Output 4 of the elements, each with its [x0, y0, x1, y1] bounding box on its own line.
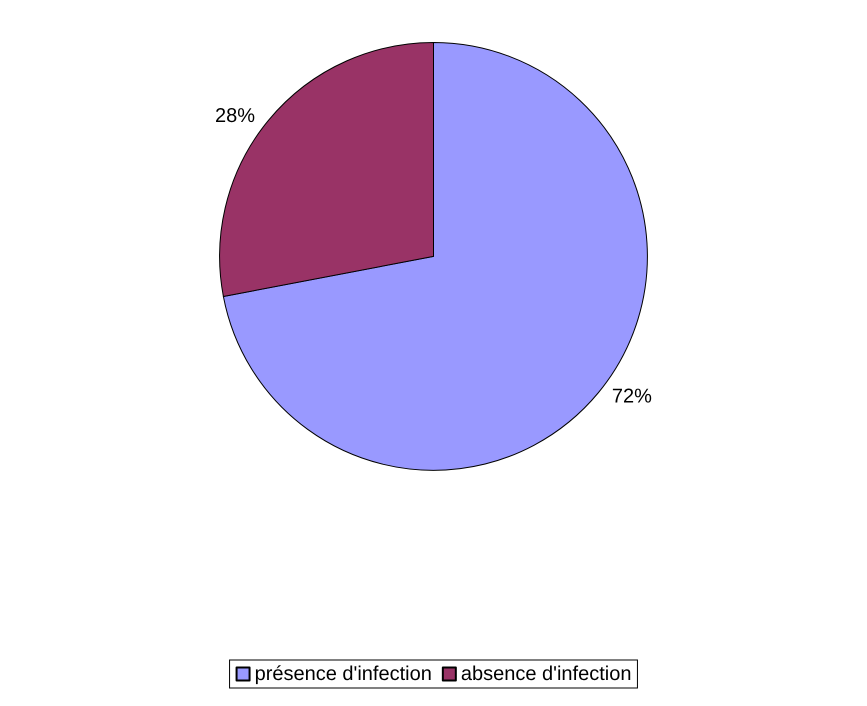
data-label: 28% [215, 105, 256, 128]
legend-label: présence d'infection [254, 663, 432, 685]
legend-label: absence d'infection [460, 663, 632, 685]
data-label: 72% [612, 386, 652, 408]
